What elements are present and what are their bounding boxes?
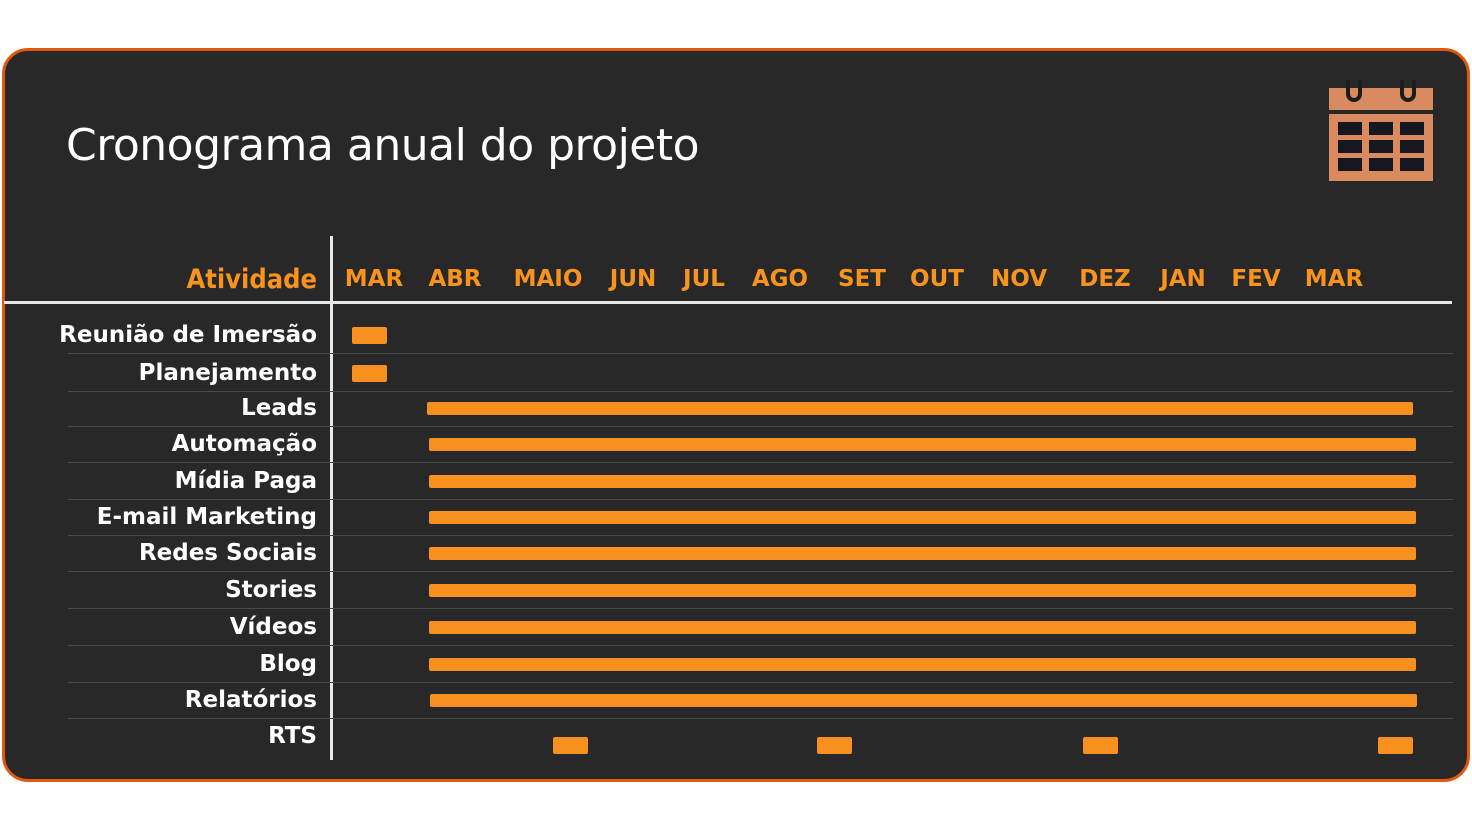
- month-label: FEV: [1231, 266, 1281, 292]
- task-label: RTS: [268, 723, 317, 749]
- month-label: NOV: [991, 266, 1047, 292]
- row-separator: [68, 353, 1453, 354]
- task-label: Redes Sociais: [138, 540, 317, 566]
- task-label: Automação: [171, 431, 317, 457]
- task-label: Relatórios: [184, 687, 317, 713]
- calendar-icon: [1329, 80, 1433, 181]
- row-separator: [68, 391, 1453, 392]
- month-label: MAIO: [513, 266, 583, 292]
- task-bar: [429, 583, 1416, 597]
- month-label: OUT: [910, 266, 964, 292]
- task-bar: [351, 364, 387, 382]
- task-label: Stories: [225, 577, 317, 603]
- task-label: Reunião de Imersão: [59, 322, 317, 348]
- month-label: ABR: [428, 266, 482, 292]
- task-label: Blog: [259, 651, 317, 677]
- month-label: JUN: [609, 266, 657, 292]
- task-bar: [429, 437, 1416, 451]
- task-bar: [430, 693, 1418, 707]
- row-separator: [68, 426, 1453, 427]
- task-bar: [426, 401, 1414, 415]
- task-label: Leads: [241, 395, 317, 421]
- row-separator: [68, 718, 1453, 719]
- row-separator: [68, 535, 1453, 536]
- month-label: AGO: [751, 266, 809, 292]
- row-separator: [68, 571, 1453, 572]
- month-label: JUL: [683, 266, 725, 292]
- row-separator: [68, 645, 1453, 646]
- task-bar: [351, 326, 387, 344]
- task-bar: [1378, 736, 1414, 754]
- row-separator: [68, 682, 1453, 683]
- header-divider: [4, 301, 1452, 304]
- month-label: SET: [838, 266, 886, 292]
- task-bar: [429, 620, 1416, 634]
- task-bar: [429, 474, 1416, 488]
- activity-header: Atividade: [186, 264, 317, 295]
- page-title: Cronograma anual do projeto: [66, 120, 700, 171]
- task-bar: [429, 657, 1416, 671]
- row-separator: [68, 499, 1453, 500]
- month-label: MAR: [344, 266, 404, 292]
- row-separator: [68, 608, 1453, 609]
- task-bar: [817, 736, 853, 754]
- task-bar: [429, 510, 1416, 524]
- month-label: JAN: [1160, 266, 1206, 292]
- task-label: Vídeos: [229, 614, 317, 640]
- month-label: MAR: [1304, 266, 1364, 292]
- task-label: Mídia Paga: [174, 468, 317, 494]
- task-bar: [553, 736, 589, 754]
- label-divider: [330, 236, 333, 760]
- task-bar: [429, 546, 1416, 560]
- task-label: Planejamento: [138, 360, 317, 386]
- row-separator: [68, 462, 1453, 463]
- task-label: E-mail Marketing: [96, 504, 317, 530]
- task-bar: [1082, 736, 1118, 754]
- month-label: DEZ: [1079, 266, 1131, 292]
